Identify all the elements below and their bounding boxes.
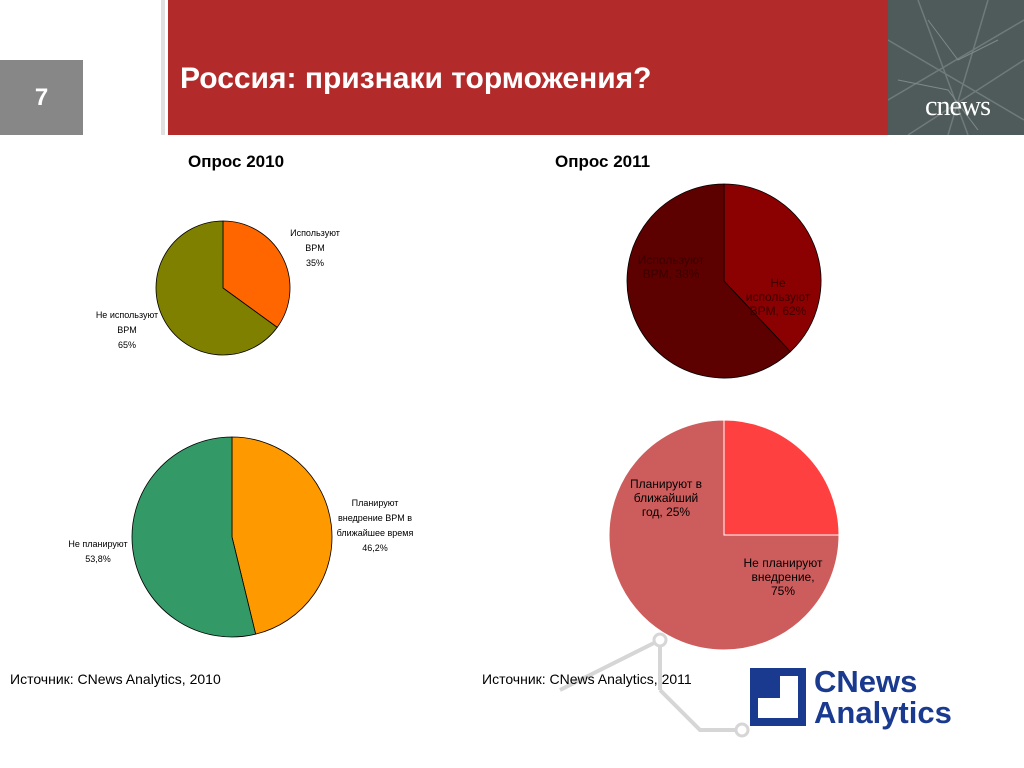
header-bar	[168, 0, 888, 135]
circuit-decoration	[559, 632, 750, 738]
pie-slice-3-0	[723, 419, 840, 536]
survey-2011-title: Опрос 2011	[555, 152, 651, 171]
pie-slice-0-0	[222, 220, 291, 328]
pie-label-bpm2010-use: Используют BPM 35%	[290, 228, 340, 268]
pie-slice-1-1	[626, 183, 791, 379]
logo-wordmark: CNews Analytics	[814, 664, 952, 730]
cnews-analytics-logo: CNews Analytics	[750, 664, 990, 733]
pie-label-plan2011-no: Не планируют внедрение, 75%	[743, 556, 823, 598]
pie-chart-plan-2010	[131, 436, 333, 638]
survey-2010-title: Опрос 2010	[188, 152, 285, 171]
pie-label-bpm2010-not: Не используют BPM 65%	[95, 310, 159, 350]
source-2010: Источник: CNews Analytics, 2010	[10, 671, 221, 687]
pie-slice-0-1	[155, 220, 278, 356]
pie-slice-2-1	[131, 436, 257, 638]
pie-label-bpm2011-not: Не используют BPM, 62%	[745, 276, 811, 318]
cnews-header-logo: cnews	[925, 91, 991, 122]
leaf-texture-panel: cnews	[888, 0, 1024, 135]
header-divider	[161, 0, 165, 135]
pie-label-plan2010-yes: Планируют внедрение BPM в ближайшее время 4…	[336, 498, 414, 553]
pie-label-plan2010-no: Не планируют 53,8%	[68, 539, 128, 564]
pie-chart-bpm-2011	[626, 183, 822, 379]
logo-square-icon	[750, 668, 806, 726]
page-title: Россия: признаки торможения?	[180, 62, 652, 95]
source-2011: Источник: CNews Analytics, 2011	[482, 671, 692, 687]
slide-number: 7	[0, 60, 83, 135]
pie-chart-plan-2011	[608, 419, 840, 651]
pie-slice-1-0	[723, 183, 822, 353]
pie-label-plan2011-yes: Планируют в ближайший год, 25%	[629, 477, 703, 519]
leaf-vein-icon	[888, 0, 1024, 135]
pie-chart-bpm-2010	[155, 220, 291, 356]
pie-slice-2-0	[231, 436, 333, 635]
pie-slice-3-1	[608, 419, 840, 651]
pie-label-bpm2011-use: Используют BPM, 38%	[637, 253, 705, 281]
